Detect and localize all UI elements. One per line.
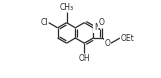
Text: OH: OH	[78, 54, 90, 63]
Text: N: N	[94, 23, 100, 32]
Text: CH₃: CH₃	[59, 2, 74, 12]
Text: OEt: OEt	[121, 34, 135, 43]
Text: Cl: Cl	[40, 18, 48, 27]
Text: O: O	[104, 39, 110, 48]
Text: O: O	[99, 18, 105, 27]
